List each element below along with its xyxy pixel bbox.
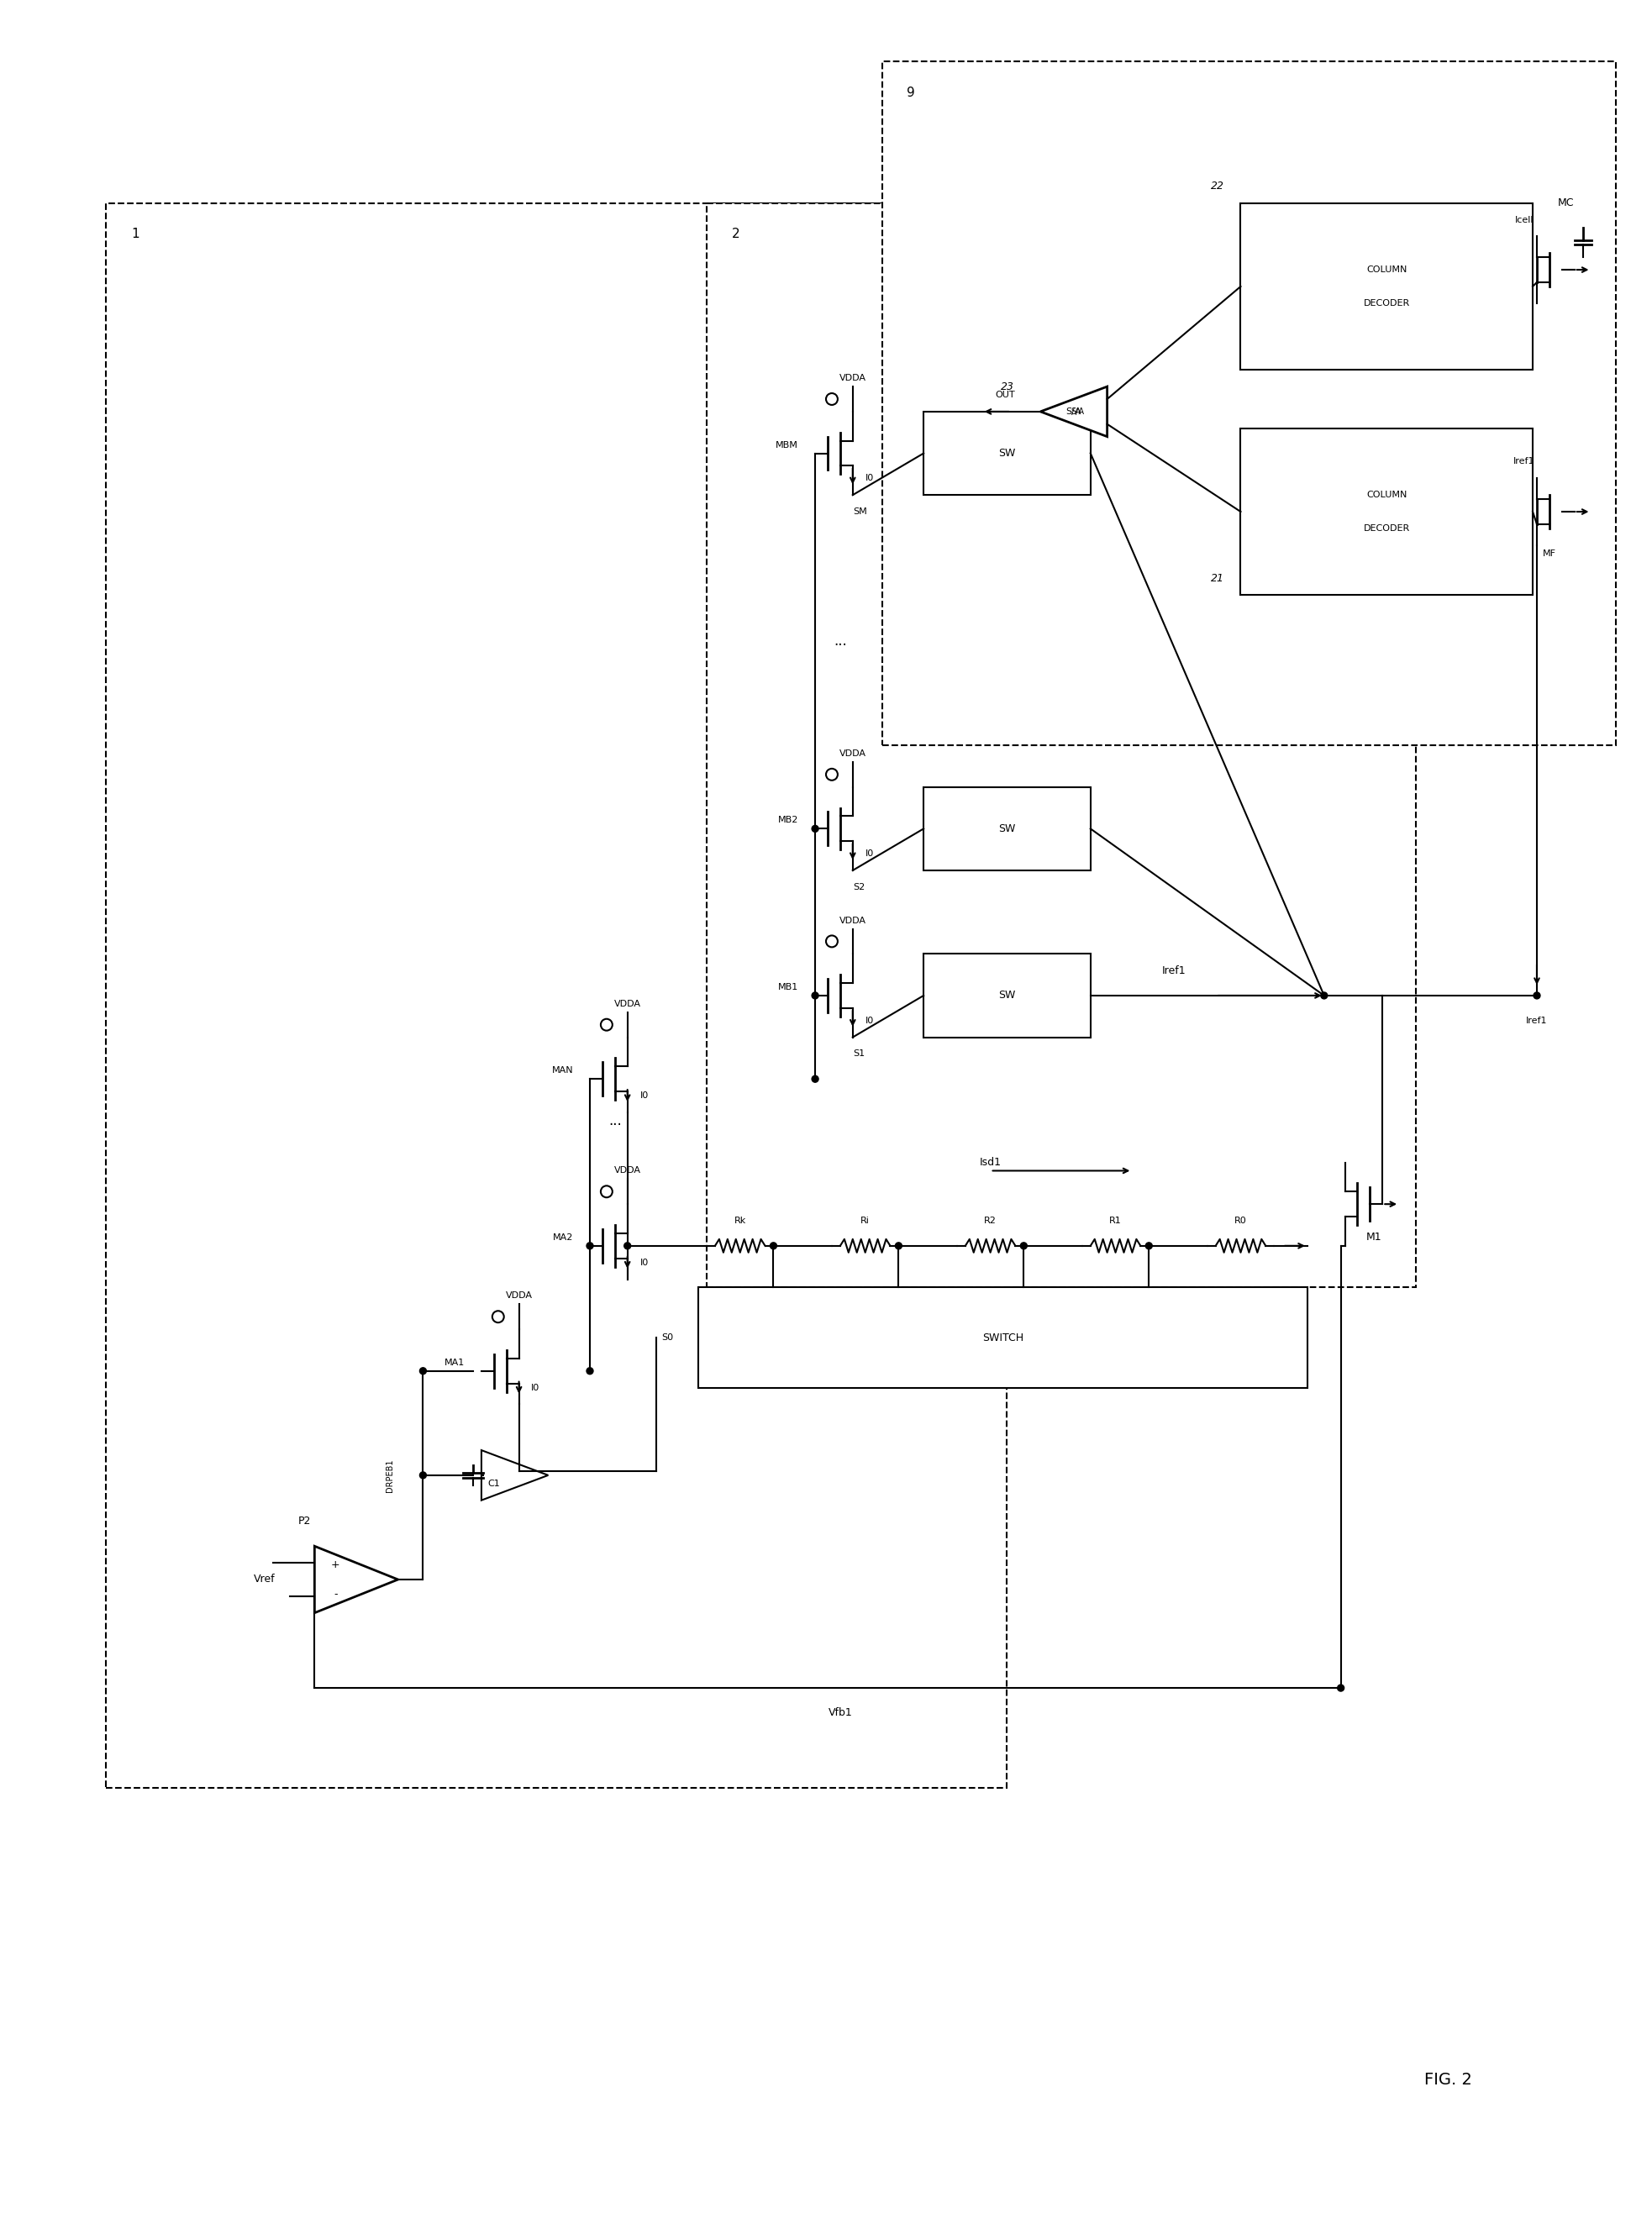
Text: SW: SW	[998, 823, 1016, 834]
Circle shape	[1320, 991, 1328, 998]
Text: 22: 22	[1211, 181, 1224, 193]
Text: Icell: Icell	[1515, 215, 1533, 224]
Text: R1: R1	[1110, 1217, 1122, 1226]
Text: I0: I0	[639, 1259, 649, 1266]
Circle shape	[826, 394, 838, 405]
Circle shape	[770, 1241, 776, 1248]
Circle shape	[601, 1018, 613, 1031]
Circle shape	[1145, 1241, 1151, 1248]
Text: DECODER: DECODER	[1363, 299, 1409, 308]
Text: M1: M1	[1366, 1233, 1383, 1244]
Text: DECODER: DECODER	[1363, 524, 1409, 533]
Text: 2: 2	[732, 228, 740, 241]
Text: S/A: S/A	[1070, 407, 1085, 416]
Text: MC: MC	[1558, 197, 1574, 208]
Circle shape	[601, 1186, 613, 1197]
Circle shape	[586, 1241, 593, 1248]
Bar	[106, 204, 1008, 1788]
Text: S0: S0	[661, 1334, 674, 1341]
Text: Iref1: Iref1	[1526, 1016, 1548, 1025]
Text: SW: SW	[998, 989, 1016, 1000]
Circle shape	[586, 1368, 593, 1374]
Text: VDDA: VDDA	[839, 374, 866, 383]
Text: I0: I0	[639, 1091, 649, 1100]
Text: I0: I0	[866, 1016, 874, 1025]
Text: COLUMN: COLUMN	[1366, 266, 1408, 274]
Text: R0: R0	[1234, 1217, 1247, 1226]
Text: MF: MF	[1543, 549, 1556, 558]
Text: MB2: MB2	[778, 817, 798, 825]
Bar	[699, 1288, 1307, 1388]
Circle shape	[1338, 1684, 1345, 1691]
Text: Vfb1: Vfb1	[828, 1708, 852, 1720]
Text: MBM: MBM	[776, 440, 798, 449]
Text: S1: S1	[852, 1049, 864, 1058]
Circle shape	[895, 1241, 902, 1248]
Circle shape	[1021, 1241, 1028, 1248]
Bar	[1241, 204, 1533, 370]
Text: -: -	[334, 1589, 337, 1600]
Text: I0: I0	[866, 474, 874, 482]
Text: ...: ...	[608, 1113, 621, 1129]
Circle shape	[420, 1368, 426, 1374]
Text: COLUMN: COLUMN	[1366, 491, 1408, 500]
Text: Ri: Ri	[861, 1217, 871, 1226]
Bar	[923, 412, 1090, 496]
Text: MA1: MA1	[444, 1359, 464, 1368]
Text: SM: SM	[852, 507, 867, 516]
Text: 9: 9	[907, 86, 915, 100]
Text: S/A: S/A	[1066, 407, 1082, 416]
Text: VDDA: VDDA	[615, 1166, 641, 1175]
Text: 1: 1	[131, 228, 139, 241]
Bar	[1241, 429, 1533, 595]
Text: I0: I0	[866, 850, 874, 859]
Text: MAN: MAN	[552, 1067, 573, 1076]
Text: Isd1: Isd1	[980, 1157, 1001, 1168]
Polygon shape	[1041, 387, 1107, 436]
Circle shape	[826, 768, 838, 781]
Text: Vref: Vref	[254, 1573, 276, 1585]
Circle shape	[1533, 991, 1540, 998]
Text: OUT: OUT	[996, 392, 1016, 398]
Bar	[707, 204, 1416, 1288]
Text: Iref1: Iref1	[1161, 965, 1186, 976]
Text: C1: C1	[487, 1478, 501, 1487]
Circle shape	[826, 936, 838, 947]
Polygon shape	[314, 1547, 398, 1613]
Text: VDDA: VDDA	[506, 1292, 532, 1299]
Text: 21: 21	[1211, 573, 1224, 584]
Text: I0: I0	[532, 1383, 540, 1392]
Bar	[923, 788, 1090, 870]
Circle shape	[811, 1076, 818, 1082]
Text: VDDA: VDDA	[615, 1000, 641, 1009]
Text: 23: 23	[1001, 381, 1014, 392]
Circle shape	[811, 825, 818, 832]
Text: S2: S2	[852, 883, 864, 892]
Text: FIG. 2: FIG. 2	[1424, 2071, 1472, 2089]
Text: VDDA: VDDA	[839, 916, 866, 925]
Text: MB1: MB1	[778, 983, 798, 991]
Bar	[882, 62, 1616, 746]
Text: +: +	[330, 1558, 340, 1569]
Circle shape	[492, 1310, 504, 1323]
Text: SWITCH: SWITCH	[983, 1332, 1024, 1343]
Text: P2: P2	[297, 1516, 311, 1527]
Circle shape	[420, 1472, 426, 1478]
Text: R2: R2	[985, 1217, 996, 1226]
Text: DRPEB1: DRPEB1	[385, 1458, 393, 1492]
Text: VDDA: VDDA	[839, 750, 866, 757]
Text: MA2: MA2	[553, 1233, 573, 1241]
Text: SW: SW	[998, 447, 1016, 458]
Text: Iref1: Iref1	[1513, 458, 1535, 467]
Circle shape	[811, 991, 818, 998]
Bar	[923, 954, 1090, 1038]
Text: Rk: Rk	[733, 1217, 747, 1226]
Polygon shape	[481, 1450, 548, 1500]
Text: ...: ...	[834, 633, 847, 648]
Circle shape	[624, 1241, 631, 1248]
